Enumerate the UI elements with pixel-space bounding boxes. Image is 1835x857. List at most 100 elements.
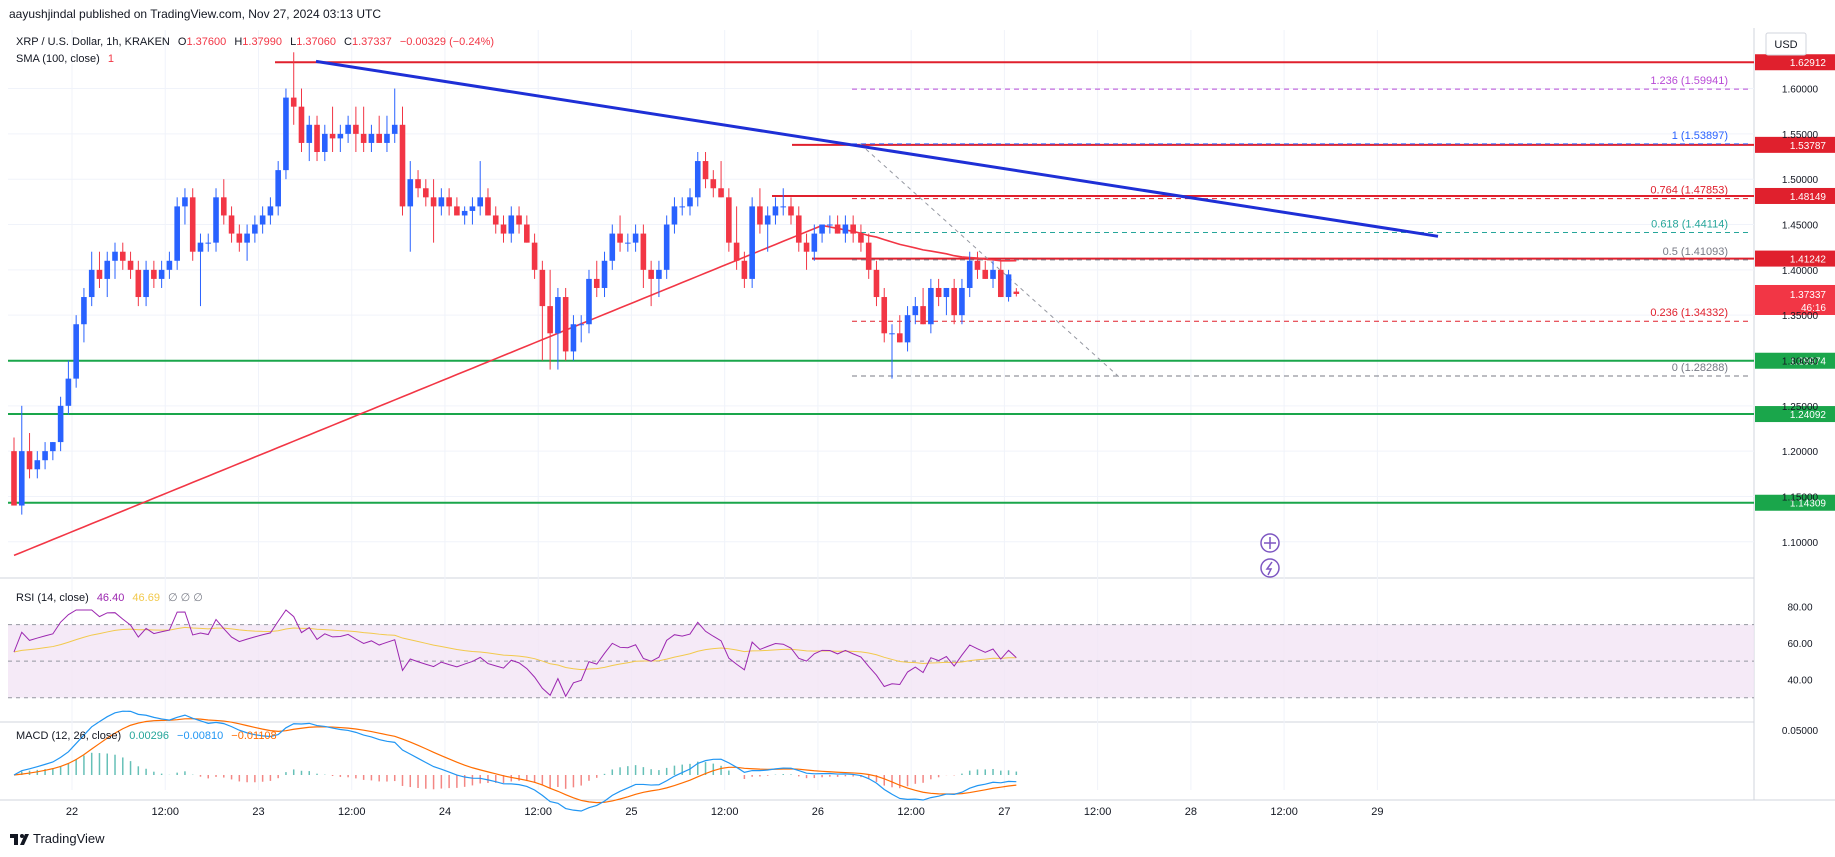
tradingview-logo[interactable]: TradingView [10,831,105,846]
candle-body [485,197,491,216]
candle-body [220,197,227,216]
level-price-tag [1755,250,1835,267]
candle-body [780,206,787,208]
candle-body [904,315,911,343]
rsi-ma-line [13,626,1017,671]
level-price-label: 1.29974 [1790,357,1827,368]
candle-body [842,224,849,234]
candle-body [912,306,919,316]
level-price-label: 1.53787 [1790,141,1827,152]
trendline[interactable] [315,59,1439,238]
candle-body [18,451,25,506]
add-alert-icon[interactable] [1260,533,1280,553]
candle-body [391,124,398,134]
price-tick-label: 1.25000 [1782,402,1819,413]
level-price-tag [1755,352,1835,369]
candle-body [197,242,204,252]
level-price-label: 1.62912 [1790,58,1827,69]
symbol-legend[interactable]: XRP / U.S. Dollar, 1h, KRAKEN O1.37600 H… [16,36,494,65]
level-price-tag [1755,54,1835,71]
candle-body [492,215,499,225]
candle-body [718,188,724,198]
candle-body [726,197,732,243]
sma-legend-label: SMA (100, close) [16,53,100,65]
price-axis[interactable]: 1.10000 1.15000 1.20000 1.25000 1.30000 1.350… [1782,85,1819,737]
time-tick-label: 26 [812,806,824,818]
sma-legend-value: 1 [108,53,114,65]
time-tick-label: 27 [998,806,1010,818]
time-tick-label: 12:00 [338,806,366,818]
fib-level-label: 1 (1.53897) [1672,130,1728,142]
candle-body [671,206,678,225]
svg-text:XRP / U.S. Dollar, 1h, KRAKEN: XRP / U.S. Dollar, 1h, KRAKEN O1.37600 H… [16,36,494,48]
candle-body [640,233,647,270]
candle-body [213,197,219,243]
candle-body [290,97,297,107]
candle-body [143,269,149,298]
candle-body [189,197,196,252]
candle-body [205,242,212,244]
rsi-tick-label: 80.00 [1787,602,1812,613]
currency-box[interactable] [1765,32,1807,56]
rsi-pane [8,609,1754,699]
time-axis[interactable]: 22 12:00 23 12:00 24 12:00 25 12:00 26 12:00 27 12:… [66,806,1384,818]
price-tick-label: 1.50000 [1782,175,1819,186]
time-tick-label: 12:00 [1084,806,1112,818]
candle-body [73,324,79,379]
candle-body [166,260,173,270]
candle-body [873,269,880,298]
time-tick-label: 28 [1185,806,1197,818]
level-price-label: 1.14309 [1790,499,1827,510]
candle-body [997,269,1004,298]
candle-body [795,215,802,243]
candle-body [65,378,72,406]
rsi-tick-label: 40.00 [1787,675,1812,686]
macd-legend-label: MACD (12, 26, close) [16,730,121,742]
lightning-icon[interactable] [1260,558,1280,578]
candle-body [788,206,794,216]
candle-body [42,451,48,461]
rsi-tick-label: 60.00 [1787,639,1812,650]
candle-body [298,106,305,143]
price-tick-label: 1.55000 [1782,130,1819,141]
candle-body [182,197,188,207]
candle-body [811,233,818,252]
rsi-legend[interactable]: RSI (14, close) 46.40 46.69 ∅ ∅ ∅ [16,592,203,604]
candle-body [1005,274,1012,298]
candle-body [632,233,639,243]
candle-body [34,460,41,470]
fibonacci-retracement[interactable]: 1.236 (1.59941) 1 (1.53897) 0.764 (1.47853… [852,75,1752,379]
candle-body [399,124,406,207]
macd-legend[interactable]: MACD (12, 26, close) 0.00296 −0.00810 −0… [16,730,277,742]
candle-body [384,133,390,143]
macd-line [13,710,1017,812]
candle-body [881,297,888,334]
candle-body [306,124,313,143]
candle-body [834,224,841,234]
publisher-text: aayushjindal published on TradingView.co… [9,7,381,21]
candle-body [741,260,748,279]
close-label: C [344,36,352,48]
candle-body [702,161,709,180]
candle-body [656,269,662,279]
candle-body [446,197,452,207]
candle-body [119,251,126,261]
tradingview-logo-text: TradingView [33,831,105,846]
open-value: 1.37600 [186,36,226,48]
candle-body [617,233,623,243]
high-label: H [234,36,242,48]
candle-body [360,133,367,143]
time-tick-label: 12:00 [1270,806,1298,818]
candle-body [858,233,864,243]
candle-body [415,179,421,189]
fib-level-label: 0.236 (1.34332) [1650,307,1728,319]
rsi-ma-legend-value: 46.69 [132,592,160,604]
level-price-label: 1.48149 [1790,192,1827,203]
time-tick-label: 12:00 [711,806,739,818]
candle-body [524,224,530,243]
close-value: 1.37337 [352,36,392,48]
low-label: L [290,36,296,48]
candle-body [430,197,437,207]
candle-body [353,124,359,134]
